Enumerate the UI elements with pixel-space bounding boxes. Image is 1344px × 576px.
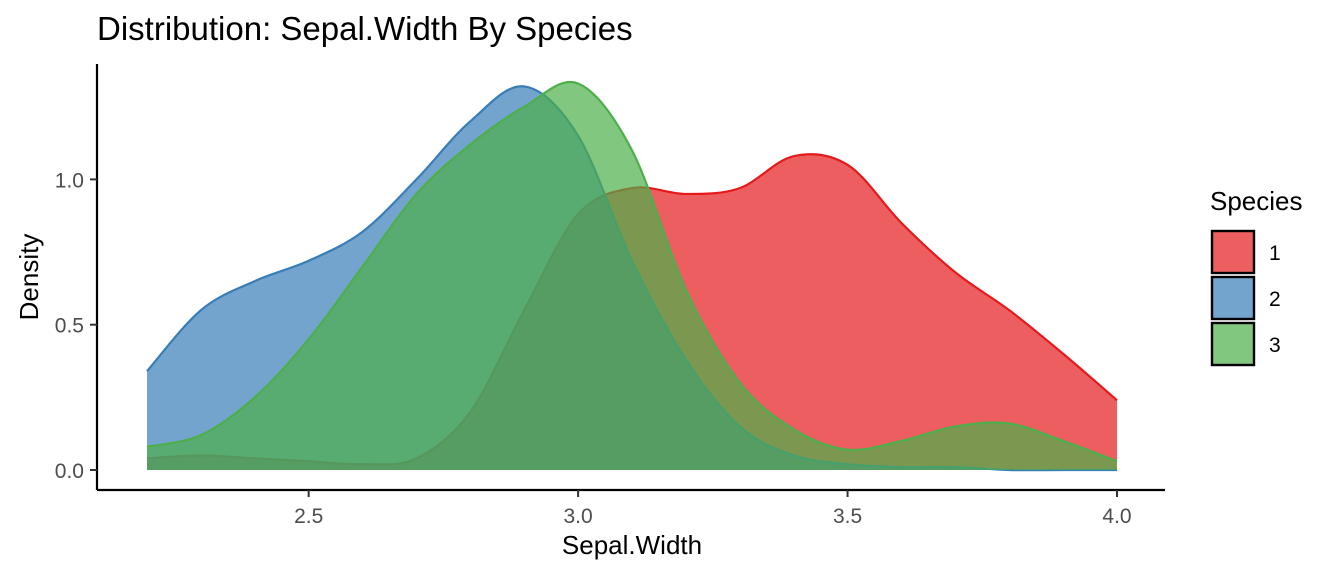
y-tick-label: 1.0 bbox=[55, 169, 84, 192]
density-area-species-3 bbox=[147, 81, 1117, 471]
axes bbox=[95, 64, 1165, 492]
legend: Species 1 2 3 bbox=[1210, 186, 1303, 367]
y-ticks: 0.0 0.5 1.0 bbox=[55, 169, 97, 483]
density-line-species-3 bbox=[146, 80, 1118, 463]
x-tick-label: 3.5 bbox=[833, 505, 862, 528]
chart-title: Distribution: Sepal.Width By Species bbox=[97, 10, 633, 47]
x-axis-title: Sepal.Width bbox=[562, 530, 702, 560]
legend-label-species-2: 2 bbox=[1269, 288, 1281, 311]
legend-swatch-species-1 bbox=[1210, 229, 1256, 275]
legend-title: Species bbox=[1210, 186, 1303, 216]
x-tick-label: 3.0 bbox=[564, 505, 593, 528]
y-axis-title: Density bbox=[14, 234, 44, 321]
x-tick-label: 2.5 bbox=[294, 505, 323, 528]
y-tick-label: 0.0 bbox=[55, 460, 84, 483]
legend-label-species-1: 1 bbox=[1269, 242, 1281, 265]
legend-swatch-species-2 bbox=[1210, 275, 1256, 321]
x-tick-label: 4.0 bbox=[1102, 505, 1131, 528]
legend-swatch-species-3 bbox=[1210, 321, 1256, 367]
y-tick-label: 0.5 bbox=[55, 315, 84, 338]
density-areas bbox=[146, 80, 1118, 472]
legend-label-species-3: 3 bbox=[1269, 334, 1281, 357]
x-ticks: 2.5 3.0 3.5 4.0 bbox=[294, 490, 1132, 528]
